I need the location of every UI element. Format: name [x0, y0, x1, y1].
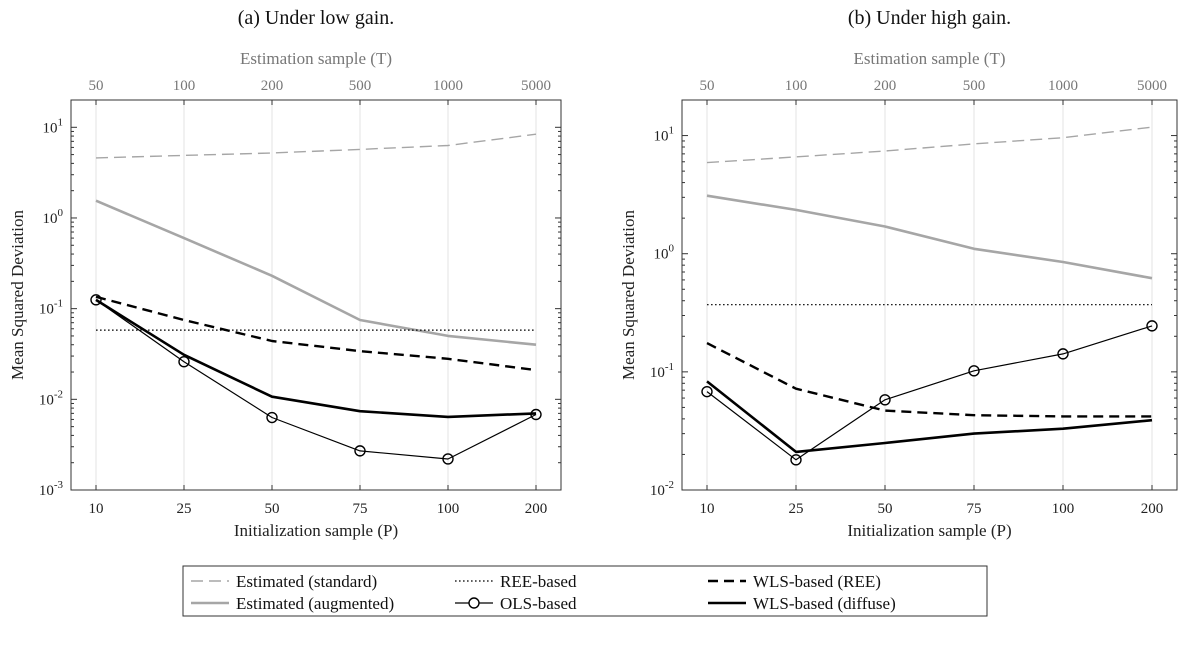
y-tick-label-b-3: 101: [654, 125, 675, 145]
x2-tick-label-b-4: 1000: [1048, 78, 1078, 94]
x-tick-label-a-5: 200: [525, 501, 548, 517]
series-line-a-estimated-augmented: [95, 199, 537, 346]
x-tick-label-b-1: 25: [789, 501, 804, 517]
x-tick-label-b-0: 10: [700, 501, 715, 517]
x2-tick-label-a-2: 200: [261, 78, 284, 94]
y-axis-label-a: Mean Squared Deviation: [8, 210, 27, 380]
legend-box: [182, 565, 988, 617]
x2-tick-label-b-0: 50: [700, 78, 715, 94]
x-axis-label-a: Initialization sample (P): [234, 521, 398, 540]
axes-box-a: [70, 99, 562, 491]
y-axis-label-b: Mean Squared Deviation: [619, 210, 638, 380]
y-tick-label-a-2: 10-1: [39, 298, 63, 318]
series-line-a-wls-based-diffuse: [95, 298, 537, 419]
series-line-b-wls-based-ree: [706, 342, 1152, 418]
legend: Estimated (standard) REE-based WLS-based (…: [182, 565, 988, 617]
x2-tick-label-b-5: 5000: [1137, 78, 1167, 94]
data-point-b-ols-based-3: [968, 365, 980, 377]
x2-axis-label-b: Estimation sample (T): [853, 49, 1005, 68]
y-tick-label-a-3: 100: [43, 207, 64, 227]
x2-tick-label-a-0: 50: [89, 78, 104, 94]
y-tick-label-b-1: 10-1: [650, 361, 674, 381]
x2-tick-label-a-5: 5000: [521, 78, 551, 94]
axes-box-b: [681, 99, 1178, 491]
data-point-a-ols-based-4: [442, 453, 454, 465]
chart-title-b: (b) Under high gain.: [848, 7, 1011, 29]
series-line-a-estimated-standard: [95, 133, 537, 159]
panel-low-gain: 10 50 25 100 50 200 75 500 100 1000 200 5000 10-3 10-…: [8, 7, 562, 540]
data-point-b-ols-based-0: [701, 385, 713, 398]
data-point-b-ols-based-4: [1057, 348, 1069, 360]
x-tick-label-a-1: 25: [177, 501, 192, 517]
series-line-b-estimated-standard: [706, 126, 1153, 164]
x-tick-label-a-4: 100: [437, 501, 460, 517]
x-axis-label-b: Initialization sample (P): [847, 521, 1011, 540]
series-line-b-estimated-augmented: [706, 194, 1153, 280]
x2-tick-label-a-3: 500: [349, 78, 372, 94]
legend-marker-ols-based: [468, 597, 480, 609]
legend-label-wls-based-ree: WLS-based (REE): [753, 572, 881, 591]
x-tick-label-b-4: 100: [1052, 501, 1075, 517]
data-point-a-ols-based-1: [178, 355, 190, 368]
y-tick-label-b-2: 100: [654, 243, 675, 263]
chart-title-a: (a) Under low gain.: [238, 7, 395, 29]
legend-label-ree-based: REE-based: [500, 572, 577, 591]
x-tick-label-b-2: 50: [878, 501, 893, 517]
x-tick-label-b-5: 200: [1141, 501, 1164, 517]
series-line-a-ols-based: [95, 299, 537, 460]
legend-label-ols-based: OLS-based: [500, 594, 577, 613]
y-tick-label-a-0: 10-3: [39, 479, 64, 499]
y-tick-label-a-1: 10-2: [39, 388, 63, 408]
x-tick-label-a-2: 50: [265, 501, 280, 517]
x2-tick-label-b-2: 200: [874, 78, 897, 94]
legend-label-estimated-standard: Estimated (standard): [236, 572, 377, 591]
x2-axis-label-a: Estimation sample (T): [240, 49, 392, 68]
series-line-a-wls-based-ree: [95, 295, 537, 372]
data-point-b-ols-based-5: [1146, 320, 1158, 332]
data-point-a-ols-based-0: [90, 294, 102, 306]
y-tick-label-a-4: 101: [43, 116, 64, 136]
x2-tick-label-a-1: 100: [173, 78, 196, 94]
data-point-a-ols-based-3: [354, 445, 366, 457]
x-tick-label-a-0: 10: [89, 501, 104, 517]
series-line-b-ols-based: [706, 325, 1153, 461]
data-point-b-ols-based-2: [879, 394, 891, 406]
x2-tick-label-a-4: 1000: [433, 78, 463, 94]
panel-high-gain: 10 50 25 100 50 200 75 500 100 1000 200 5000 10-2 10-…: [619, 7, 1178, 540]
x2-tick-label-b-3: 500: [963, 78, 986, 94]
x2-tick-label-b-1: 100: [785, 78, 808, 94]
legend-label-wls-based-diffuse: WLS-based (diffuse): [753, 594, 896, 613]
y-tick-label-b-0: 10-2: [650, 479, 674, 499]
series-line-b-wls-based-diffuse: [706, 380, 1153, 454]
data-point-a-ols-based-2: [266, 411, 278, 424]
x-tick-label-a-3: 75: [353, 501, 368, 517]
legend-label-estimated-augmented: Estimated (augmented): [236, 594, 394, 613]
x-tick-label-b-3: 75: [967, 501, 982, 517]
data-point-b-ols-based-1: [790, 454, 802, 466]
